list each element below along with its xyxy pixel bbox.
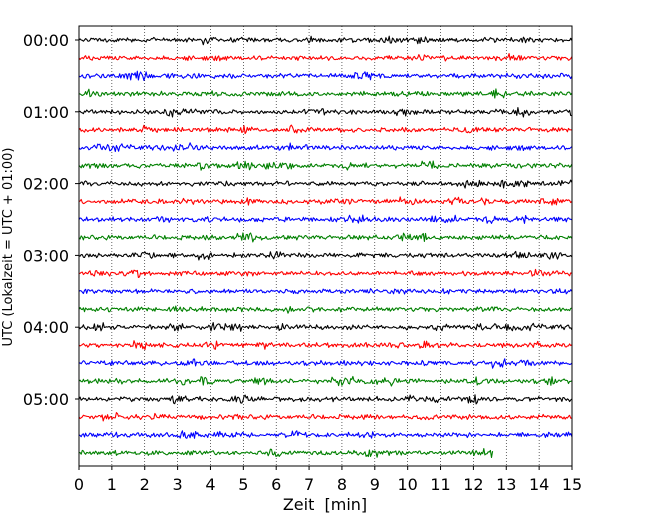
trace-row-0445 <box>78 375 573 387</box>
x-tick-label: 7 <box>304 475 314 494</box>
x-tick-label: 15 <box>562 475 582 494</box>
x-axis-ticks: 0 1 2 3 4 5 6 7 8 9 10 11 12 13 14 15 <box>74 466 582 494</box>
trace-row-0300 <box>78 250 573 261</box>
x-tick-label: 14 <box>529 475 549 494</box>
trace-row-0045 <box>78 88 573 99</box>
x-tick-label: 6 <box>271 475 281 494</box>
trace-row-0230 <box>78 214 572 224</box>
trace-row-0015 <box>78 53 573 62</box>
trace-row-0030 <box>78 70 573 81</box>
y-tick-label: 01:00 <box>23 103 69 122</box>
x-tick-label: 12 <box>463 475 483 494</box>
grid-lines <box>111 26 540 466</box>
x-tick-label: 8 <box>337 475 347 494</box>
x-tick-label: 5 <box>238 475 248 494</box>
y-tick-label: 00:00 <box>23 31 69 50</box>
x-tick-label: 2 <box>140 475 150 494</box>
trace-row-0515 <box>78 412 572 422</box>
trace-row-0430 <box>78 358 573 369</box>
trace-row-0245 <box>78 232 573 243</box>
y-tick-label: 03:00 <box>23 246 69 265</box>
trace-row-0115 <box>78 124 572 135</box>
trace-row-0545 <box>78 448 494 459</box>
x-tick-label: 11 <box>430 475 450 494</box>
trace-row-0345 <box>78 305 572 314</box>
seismic-traces <box>78 35 573 459</box>
trace-row-0145 <box>78 160 573 171</box>
trace-row-0400 <box>78 322 573 332</box>
x-tick-label: 4 <box>205 475 215 494</box>
x-tick-label: 0 <box>74 475 84 494</box>
trace-row-0500 <box>78 394 573 405</box>
x-tick-label: 13 <box>496 475 516 494</box>
y-tick-label: 04:00 <box>23 318 69 337</box>
trace-row-0315 <box>78 268 572 279</box>
x-tick-label: 9 <box>370 475 380 494</box>
y-tick-label: 02:00 <box>23 175 69 194</box>
y-axis-title: UTC (Lokalzeit = UTC + 01:00) <box>1 148 16 347</box>
trace-row-0330 <box>78 288 573 295</box>
x-tick-label: 1 <box>107 475 117 494</box>
trace-row-0530 <box>78 430 573 439</box>
plot-frame <box>78 25 573 467</box>
trace-row-0000 <box>78 35 573 46</box>
trace-row-0100 <box>78 107 572 118</box>
x-tick-label: 3 <box>173 475 183 494</box>
trace-row-0200 <box>78 179 573 189</box>
x-tick-label: 10 <box>397 475 417 494</box>
y-axis-ticks: 00:00 01:00 02:00 03:00 04:00 05:00 <box>23 31 79 409</box>
y-tick-label: 05:00 <box>23 390 69 409</box>
trace-row-0130 <box>78 142 573 153</box>
x-axis-title: Zeit [min] <box>283 495 367 514</box>
trace-row-0215 <box>78 196 573 206</box>
trace-row-0415 <box>78 340 573 351</box>
